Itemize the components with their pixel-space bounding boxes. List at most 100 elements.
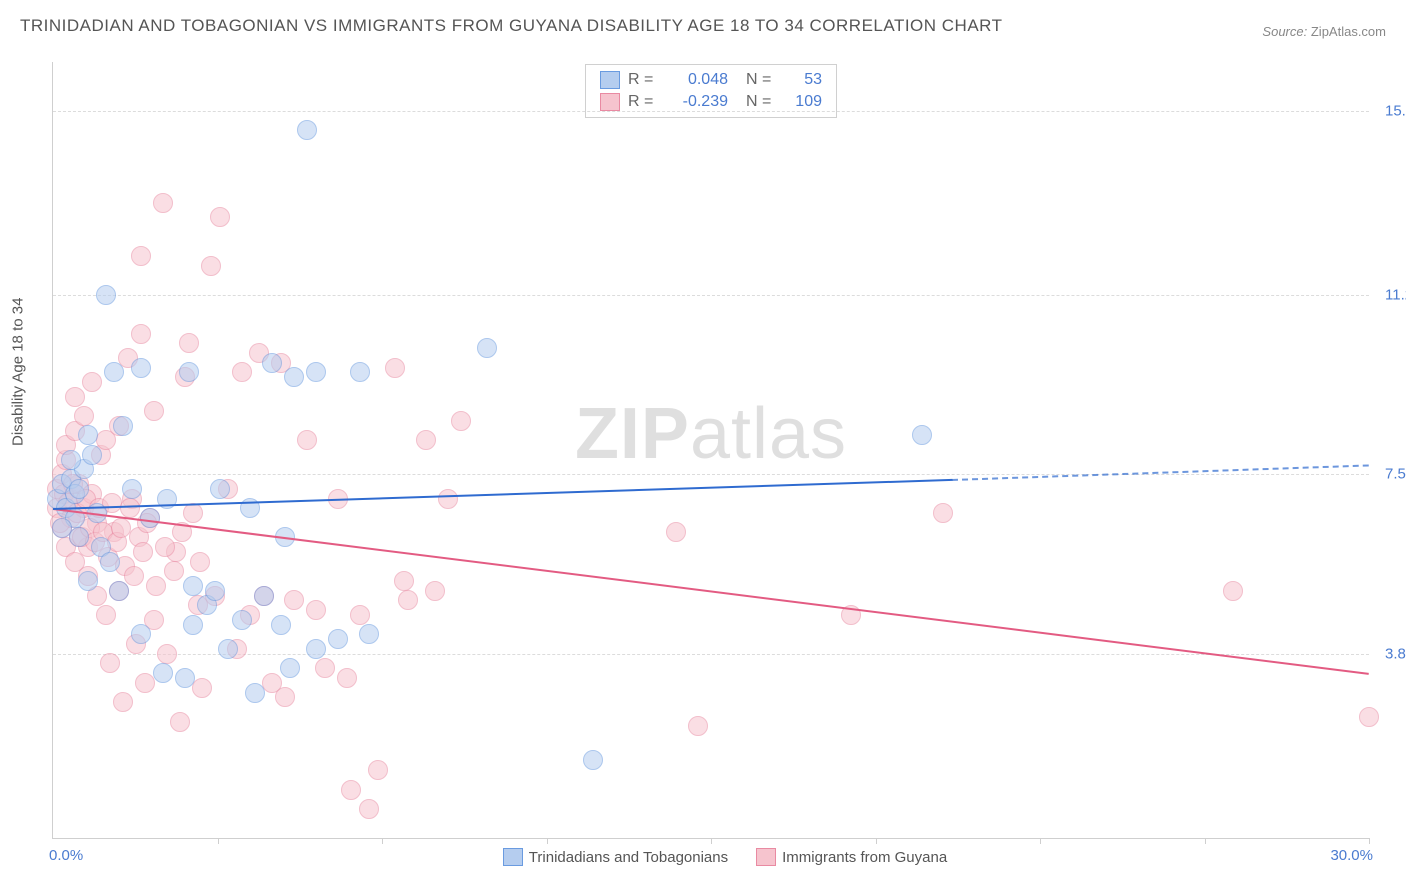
point-trinidad bbox=[82, 445, 102, 465]
series-legend: Trinidadians and TobagoniansImmigrants f… bbox=[53, 848, 1369, 868]
y-tick-label: 15.0% bbox=[1385, 102, 1406, 119]
point-guyana bbox=[100, 653, 120, 673]
gridline-h bbox=[53, 474, 1369, 475]
point-trinidad bbox=[183, 576, 203, 596]
chart-title: TRINIDADIAN AND TOBAGONIAN VS IMMIGRANTS… bbox=[20, 16, 1003, 36]
gridline-h bbox=[53, 295, 1369, 296]
stat-key: R = bbox=[628, 69, 656, 91]
point-trinidad bbox=[131, 358, 151, 378]
stat-key: N = bbox=[746, 69, 774, 91]
point-trinidad bbox=[271, 615, 291, 635]
point-guyana bbox=[124, 566, 144, 586]
stats-row: R = 0.048 N = 53 bbox=[600, 69, 822, 91]
point-trinidad bbox=[96, 285, 116, 305]
y-tick-label: 3.8% bbox=[1385, 645, 1406, 662]
point-trinidad bbox=[245, 683, 265, 703]
point-guyana bbox=[666, 522, 686, 542]
point-guyana bbox=[96, 605, 116, 625]
trendline-guyana bbox=[53, 508, 1369, 675]
x-tick bbox=[1369, 838, 1370, 844]
point-guyana bbox=[113, 692, 133, 712]
point-trinidad bbox=[78, 571, 98, 591]
point-trinidad bbox=[232, 610, 252, 630]
point-trinidad bbox=[175, 668, 195, 688]
plot-area: ZIPatlas R =0.048N =53R =-0.239N =109 0.… bbox=[52, 62, 1369, 839]
point-trinidad bbox=[61, 450, 81, 470]
watermark-rest: atlas bbox=[690, 394, 847, 474]
point-trinidad bbox=[306, 639, 326, 659]
stat-n: 53 bbox=[782, 69, 822, 91]
gridline-h bbox=[53, 111, 1369, 112]
point-guyana bbox=[190, 552, 210, 572]
source-label: Source: bbox=[1262, 24, 1307, 39]
point-trinidad bbox=[100, 552, 120, 572]
point-trinidad bbox=[359, 624, 379, 644]
point-guyana bbox=[74, 406, 94, 426]
point-trinidad bbox=[69, 479, 89, 499]
point-guyana bbox=[1359, 707, 1379, 727]
point-guyana bbox=[359, 799, 379, 819]
point-trinidad bbox=[52, 518, 72, 538]
point-guyana bbox=[1223, 581, 1243, 601]
point-guyana bbox=[232, 362, 252, 382]
point-trinidad bbox=[280, 658, 300, 678]
legend-swatch bbox=[600, 71, 620, 89]
point-guyana bbox=[210, 207, 230, 227]
point-trinidad bbox=[104, 362, 124, 382]
stat-r: 0.048 bbox=[664, 69, 728, 91]
x-tick bbox=[1040, 838, 1041, 844]
point-trinidad bbox=[140, 508, 160, 528]
point-guyana bbox=[368, 760, 388, 780]
point-guyana bbox=[164, 561, 184, 581]
x-tick bbox=[876, 838, 877, 844]
point-trinidad bbox=[122, 479, 142, 499]
point-trinidad bbox=[109, 581, 129, 601]
point-guyana bbox=[337, 668, 357, 688]
point-guyana bbox=[394, 571, 414, 591]
point-guyana bbox=[65, 387, 85, 407]
y-tick-label: 7.5% bbox=[1385, 466, 1406, 483]
point-guyana bbox=[341, 780, 361, 800]
point-trinidad bbox=[583, 750, 603, 770]
point-trinidad bbox=[179, 362, 199, 382]
watermark-bold: ZIP bbox=[575, 394, 690, 474]
point-guyana bbox=[688, 716, 708, 736]
point-guyana bbox=[82, 372, 102, 392]
point-guyana bbox=[146, 576, 166, 596]
point-guyana bbox=[306, 600, 326, 620]
point-guyana bbox=[350, 605, 370, 625]
point-guyana bbox=[284, 590, 304, 610]
point-guyana bbox=[170, 712, 190, 732]
point-guyana bbox=[157, 644, 177, 664]
point-trinidad bbox=[131, 624, 151, 644]
point-guyana bbox=[179, 333, 199, 353]
point-guyana bbox=[416, 430, 436, 450]
point-guyana bbox=[131, 246, 151, 266]
point-trinidad bbox=[306, 362, 326, 382]
point-guyana bbox=[438, 489, 458, 509]
watermark: ZIPatlas bbox=[575, 393, 847, 475]
point-guyana bbox=[275, 687, 295, 707]
point-trinidad bbox=[210, 479, 230, 499]
trendline-trinidad bbox=[53, 479, 952, 510]
point-trinidad bbox=[912, 425, 932, 445]
point-trinidad bbox=[284, 367, 304, 387]
y-axis-label: Disability Age 18 to 34 bbox=[10, 298, 27, 446]
point-trinidad bbox=[254, 586, 274, 606]
legend-swatch bbox=[756, 848, 776, 866]
legend-swatch bbox=[600, 93, 620, 111]
y-tick-label: 11.2% bbox=[1385, 286, 1406, 303]
point-guyana bbox=[153, 193, 173, 213]
x-tick bbox=[218, 838, 219, 844]
point-trinidad bbox=[205, 581, 225, 601]
source-attribution: Source: ZipAtlas.com bbox=[1262, 24, 1386, 39]
trendline-trinidad-extrapolated bbox=[952, 465, 1369, 482]
point-guyana bbox=[933, 503, 953, 523]
point-trinidad bbox=[69, 527, 89, 547]
point-guyana bbox=[131, 324, 151, 344]
legend-swatch bbox=[503, 848, 523, 866]
point-trinidad bbox=[477, 338, 497, 358]
point-trinidad bbox=[218, 639, 238, 659]
point-guyana bbox=[297, 430, 317, 450]
point-trinidad bbox=[113, 416, 133, 436]
